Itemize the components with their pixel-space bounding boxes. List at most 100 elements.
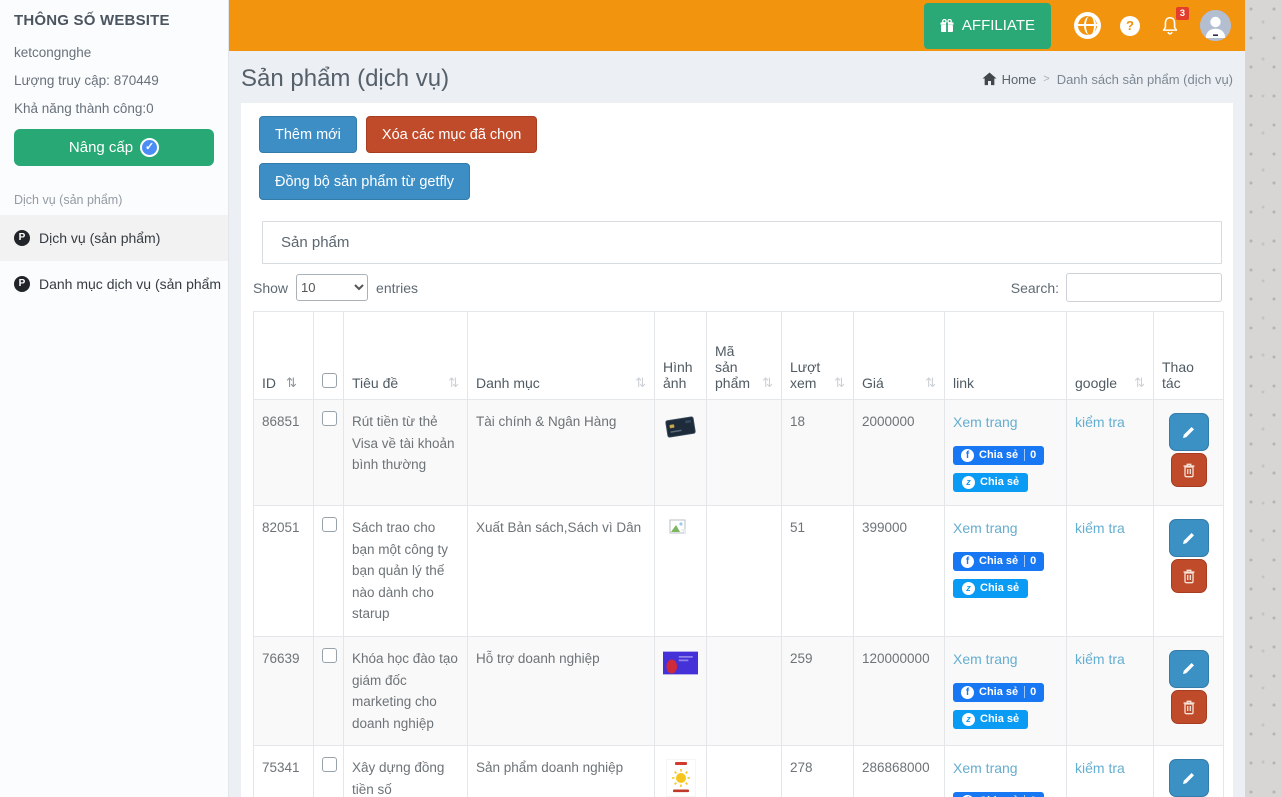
breadcrumb-current: Danh sách sản phẩm (dịch vụ) [1056,71,1233,87]
zalo-icon: z [962,712,975,726]
avatar-silhouette-icon [1200,10,1231,41]
facebook-share-button[interactable]: f Chia sẻ 0 [953,445,1045,465]
view-page-link[interactable]: Xem trang [953,520,1018,536]
content-panel: Thêm mới Xóa các mục đã chọn Đồng bộ sản… [241,103,1233,797]
check-circle-icon: ✓ [140,138,160,157]
sort-icon: ⇅ [834,375,845,390]
column-header-category[interactable]: Danh mục ⇅ [467,311,655,400]
table-row: 75341 Xây dựng đồng tiền số Blockchain c… [253,745,1224,797]
edit-button[interactable] [1168,413,1209,451]
zalo-share-button[interactable]: z Chia sẻ [953,472,1029,492]
delete-selected-button[interactable]: Xóa các mục đã chọn [365,116,538,153]
success-rate: Khả năng thành công:0 [14,101,154,116]
zalo-icon: z [962,581,975,595]
zalo-share-button[interactable]: z Chia sẻ [953,709,1029,729]
language-globe-icon[interactable] [1074,12,1101,39]
user-avatar[interactable] [1200,10,1231,41]
facebook-share-count: 0 [1024,555,1036,568]
cell-price: 399000 [853,505,945,637]
cell-views: 278 [781,745,854,797]
cell-price: 286868000 [853,745,945,797]
table-controls: Show 10 entries Search: [252,273,1222,302]
delete-button[interactable] [1170,453,1207,487]
product-icon: P [14,276,30,292]
google-check-link[interactable]: kiểm tra [1075,760,1125,777]
gift-icon [940,18,954,32]
show-label: Show [253,279,289,296]
facebook-share-button[interactable]: f Chia sẻ 0 [953,551,1045,571]
cell-product-code [706,635,782,747]
column-header-image: Hình ảnh [654,311,707,400]
pencil-icon [1183,663,1194,675]
affiliate-button-label: AFFILIATE [961,17,1035,34]
cell-title: Khóa học đào tạo giám đốc marketing cho … [343,635,468,747]
desktop-wallpaper [1245,0,1281,797]
sync-getfly-button[interactable]: Đồng bộ sản phẩm từ getfly [259,163,470,200]
column-header-title[interactable]: Tiêu đề ⇅ [343,311,468,400]
zalo-icon: z [962,475,975,489]
google-check-link[interactable]: kiểm tra [1075,520,1125,536]
search-input[interactable] [1066,273,1222,302]
facebook-share-button[interactable]: f Chia sẻ 0 [953,682,1045,702]
page-length-select[interactable]: 10 [296,274,369,301]
cell-id: 76639 [253,635,314,747]
product-icon: P [14,230,30,246]
app-window: THÔNG SỐ WEBSITE ketcongnghe Lượng truy … [0,0,1245,797]
breadcrumb-home-link[interactable]: Home [982,72,1036,87]
edit-button[interactable] [1168,519,1209,557]
cell-views: 51 [781,505,854,637]
sidebar-item-service-categories[interactable]: P Danh mục dịch vụ (sản phẩm [0,261,228,307]
column-header-price[interactable]: Giá ⇅ [853,311,945,400]
view-page-link[interactable]: Xem trang [953,414,1018,430]
cell-title: Xây dựng đồng tiền số Blockchain cho [343,745,468,797]
cell-price: 2000000 [853,399,945,506]
google-check-link[interactable]: kiểm tra [1075,414,1125,430]
trash-icon [1183,463,1194,478]
table-panel-title: Sản phẩm [262,221,1222,264]
help-icon[interactable]: ? [1120,15,1140,36]
purple-banner-photo [663,651,698,675]
column-header-select-all[interactable] [313,311,344,400]
column-header-id[interactable]: ID ⇅ [253,311,314,400]
facebook-share-count: 0 [1024,686,1036,699]
google-check-link[interactable]: kiểm tra [1075,650,1125,667]
sidebar-item-services[interactable]: P Dịch vụ (sản phẩm) [0,215,228,261]
column-header-product-code[interactable]: Mã sản phẩm ⇅ [706,311,782,400]
column-header-google[interactable]: google ⇅ [1066,311,1154,400]
notification-badge: 3 [1175,6,1189,20]
delete-button[interactable] [1170,689,1207,724]
products-table: ID ⇅ Tiêu đề ⇅ Danh mục ⇅ [253,311,1224,797]
zalo-share-button[interactable]: z Chia sẻ [953,578,1029,598]
row-checkbox[interactable] [322,757,337,773]
facebook-icon: f [961,685,974,699]
notifications-bell-icon[interactable]: 3 [1159,6,1189,37]
sidebar-heading: THÔNG SỐ WEBSITE [14,12,170,29]
row-checkbox[interactable] [322,411,337,426]
cell-product-code [706,745,782,797]
sidebar-item-label: Danh mục dịch vụ (sản phẩm [39,276,222,292]
upgrade-button[interactable]: Nâng cấp ✓ [14,129,214,166]
column-header-views[interactable]: Lượt xem ⇅ [781,311,854,400]
table-header-row: ID ⇅ Tiêu đề ⇅ Danh mục ⇅ [253,311,1224,400]
site-name: ketcongnghe [14,45,92,60]
view-page-link[interactable]: Xem trang [953,760,1018,777]
content-header: Sản phẩm (dịch vụ) Home > Danh sách sản … [229,51,1245,103]
edit-button[interactable] [1168,649,1209,688]
facebook-share-button[interactable]: f Chia sẻ 0 [953,791,1045,797]
bell-icon [1162,16,1178,35]
facebook-share-count: 0 [1024,449,1036,462]
cell-category: Sản phẩm doanh nghiệp [467,745,655,797]
add-new-button[interactable]: Thêm mới [259,116,357,153]
sidebar-menu: P Dịch vụ (sản phẩm) P Danh mục dịch vụ … [0,215,228,307]
view-page-link[interactable]: Xem trang [953,650,1018,667]
edit-button[interactable] [1168,759,1209,797]
row-checkbox[interactable] [322,647,337,663]
sidebar: THÔNG SỐ WEBSITE ketcongnghe Lượng truy … [0,0,229,797]
menu-section-label: Dịch vụ (sản phẩm) [14,193,123,207]
affiliate-button[interactable]: AFFILIATE [923,2,1051,49]
delete-button[interactable] [1170,559,1207,593]
facebook-icon: f [961,448,974,462]
sort-icon: ⇅ [448,375,459,390]
row-checkbox[interactable] [322,517,337,532]
select-all-checkbox[interactable] [322,373,337,388]
